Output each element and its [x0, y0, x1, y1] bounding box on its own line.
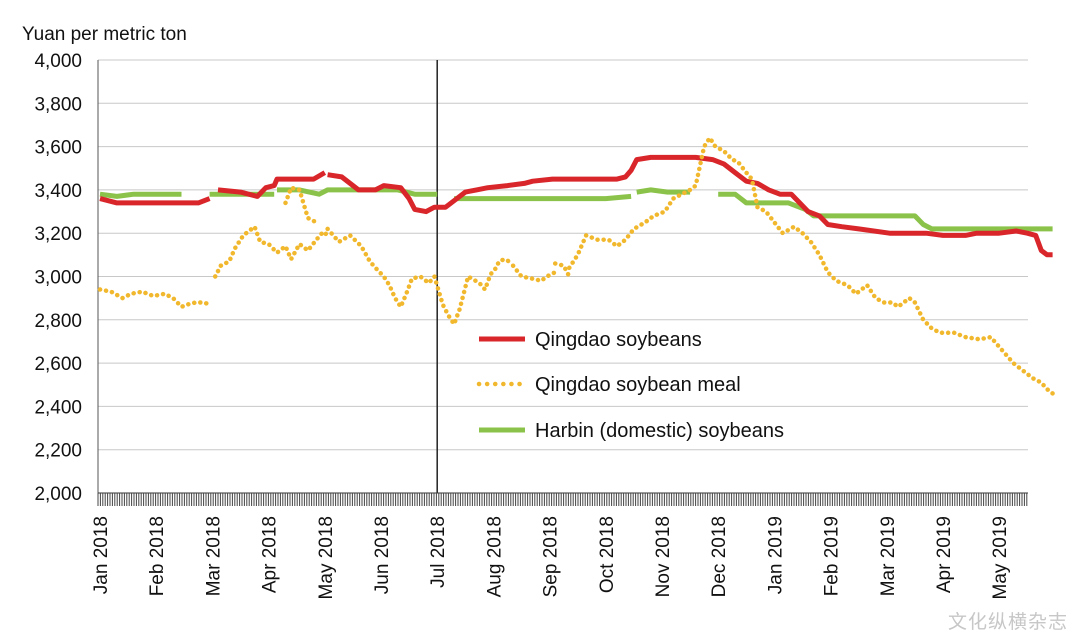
x-axis: Jan 2018 Feb 2018 Mar 2018 Apr 2018 May 2018… — [91, 492, 1028, 599]
y-tick-label: 2,400 — [34, 397, 82, 418]
x-tick-label: Dec 2018 — [709, 516, 730, 597]
x-tick-label: Apr 2018 — [260, 516, 281, 593]
y-tick-label: 3,400 — [34, 181, 82, 202]
series-line-2 — [99, 187, 1053, 232]
x-tick-label: Nov 2018 — [653, 516, 674, 597]
legend: Qingdao soybeans Qingdao soybean meal Harb… — [476, 329, 784, 442]
x-tick-label: Aug 2018 — [484, 516, 505, 597]
legend-label-1: Qingdao soybean meal — [535, 374, 741, 396]
y-tick-label: 3,000 — [34, 268, 82, 289]
x-tick-label: May 2018 — [316, 516, 337, 599]
x-tick-label: Apr 2019 — [934, 516, 955, 593]
y-tick-label: 2,800 — [34, 311, 82, 332]
x-tick-label: Mar 2018 — [203, 516, 224, 596]
x-tick-label: Feb 2018 — [147, 516, 168, 596]
y-tick-label: 2,200 — [34, 441, 82, 462]
series-layer — [97, 135, 1055, 396]
x-tick-label: Sep 2018 — [541, 516, 562, 597]
y-tick-label: 3,600 — [34, 138, 82, 159]
x-tick-label: Mar 2019 — [878, 516, 899, 596]
y-tick-label: 3,800 — [34, 94, 82, 115]
x-tick-label: May 2019 — [990, 516, 1011, 599]
x-tick-label: Jan 2019 — [765, 516, 786, 594]
y-tick-label: 4,000 — [34, 51, 82, 72]
gridlines — [97, 59, 1028, 493]
legend-label-0: Qingdao soybeans — [535, 329, 702, 351]
legend-label-2: Harbin (domestic) soybeans — [535, 420, 784, 442]
x-tick-label: Oct 2018 — [597, 516, 618, 593]
y-axis-ticks: 2,000 2,200 2,400 2,600 2,800 3,000 3,200 3,400… — [34, 51, 82, 505]
x-tick-label: Jun 2018 — [372, 516, 393, 594]
x-tick-label: Jan 2018 — [91, 516, 112, 594]
x-axis-tick-marks — [97, 493, 1028, 506]
x-tick-label: Feb 2019 — [822, 516, 843, 596]
series-line-1 — [97, 135, 1055, 396]
watermark: 文化纵横杂志 — [947, 611, 1068, 633]
series-line-0 — [99, 154, 1053, 258]
x-tick-label: Jul 2018 — [428, 516, 449, 588]
y-tick-label: 2,600 — [34, 354, 82, 375]
y-tick-label: 2,000 — [34, 484, 82, 505]
y-axis-label: Yuan per metric ton — [22, 24, 187, 45]
y-tick-label: 3,200 — [34, 224, 82, 245]
